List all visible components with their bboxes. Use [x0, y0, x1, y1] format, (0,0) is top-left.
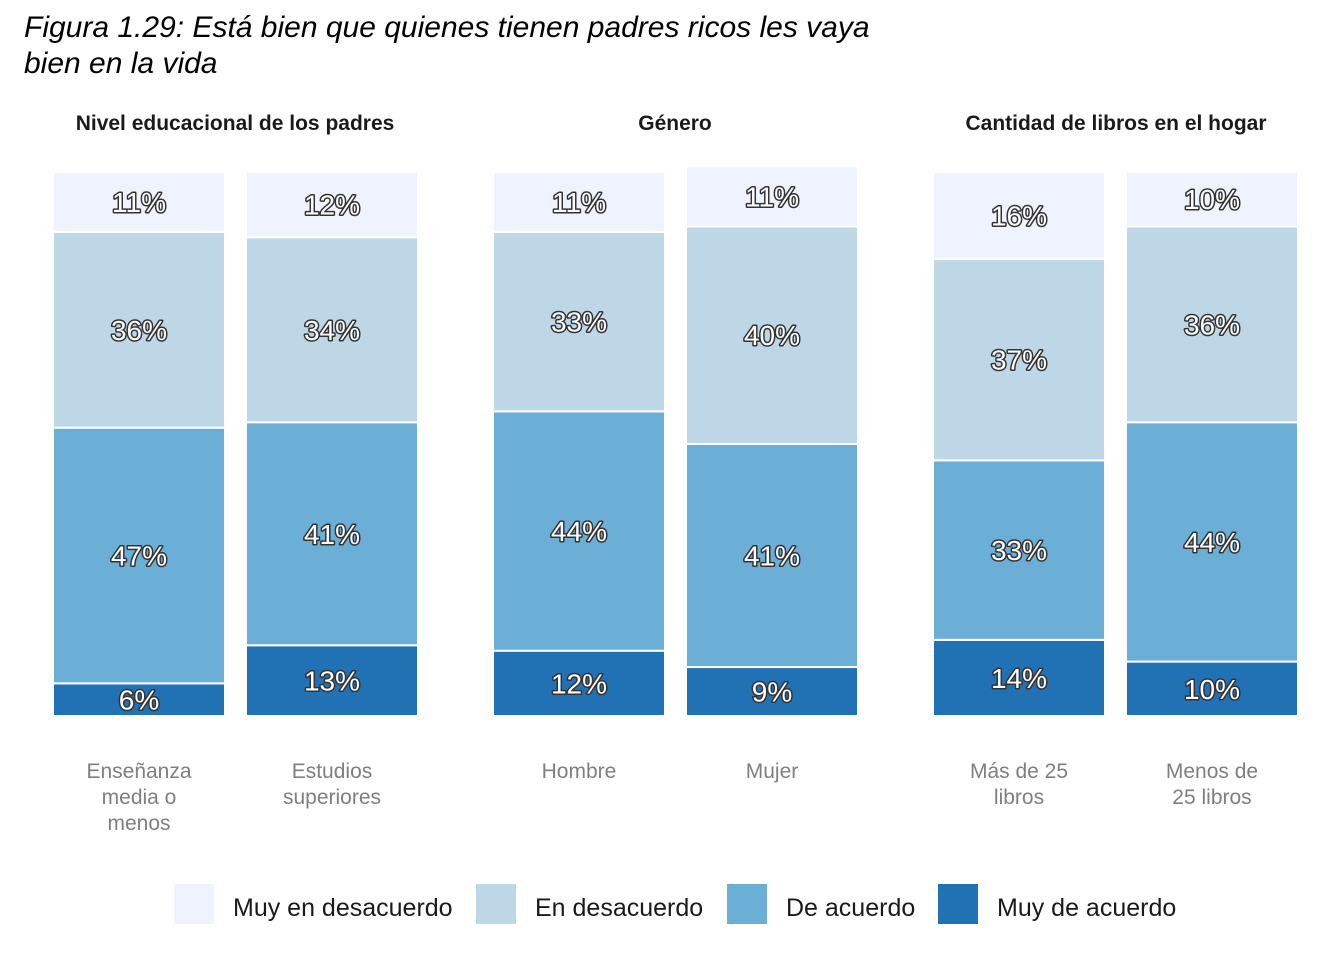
data-label: 10%	[1184, 184, 1240, 215]
bar-segment	[492, 410, 666, 652]
bar-segment	[52, 426, 226, 685]
data-label: 40%	[744, 320, 800, 351]
bar-segment	[245, 236, 419, 424]
category-label: Hombre	[542, 760, 617, 783]
data-label: 12%	[304, 190, 360, 221]
data-label: 16%	[991, 201, 1047, 232]
data-label: 36%	[111, 315, 167, 346]
facet-title: Género	[638, 112, 712, 135]
data-label: 11%	[112, 187, 166, 218]
category-label: Menos de 25 libros	[1166, 760, 1258, 809]
legend-label: Muy de acuerdo	[997, 894, 1176, 922]
legend-swatch	[727, 884, 767, 924]
data-label: 11%	[552, 187, 606, 218]
bar-segment	[932, 258, 1106, 462]
data-label: 33%	[551, 307, 607, 338]
bar-segment	[245, 171, 419, 239]
legend-swatch	[174, 884, 214, 924]
legend-swatch	[476, 884, 516, 924]
data-label: 44%	[1184, 527, 1240, 558]
data-label: 13%	[304, 666, 360, 697]
data-label: 12%	[551, 668, 607, 699]
bar-segment	[685, 165, 859, 228]
legend-label: En desacuerdo	[535, 894, 703, 922]
data-label: 10%	[1184, 674, 1240, 705]
data-label: 44%	[551, 516, 607, 547]
category-label: Mujer	[746, 760, 799, 783]
facet-title: Cantidad de libros en el hogar	[965, 112, 1266, 135]
data-label: 6%	[119, 685, 159, 716]
data-label: 37%	[991, 345, 1047, 376]
bar-segment	[492, 230, 666, 413]
legend-label: Muy en desacuerdo	[233, 894, 453, 922]
bar-segment	[52, 682, 226, 717]
bar-segment	[492, 649, 666, 717]
bar-segment	[685, 666, 859, 717]
bar-segment	[245, 421, 419, 647]
category-label: Más de 25 libros	[970, 760, 1068, 809]
bar-segment	[685, 225, 859, 445]
bar-segment	[1125, 225, 1299, 424]
data-label: 41%	[744, 541, 800, 572]
chart-title: Figura 1.29: Está bien que quienes tiene…	[24, 11, 870, 80]
legend-label: De acuerdo	[786, 894, 915, 922]
bar-segment	[932, 171, 1106, 261]
legend-swatch	[938, 884, 978, 924]
data-label: 41%	[304, 519, 360, 550]
data-label: 47%	[111, 541, 167, 572]
data-label: 14%	[991, 663, 1047, 694]
data-label: 36%	[1184, 309, 1240, 340]
bar-segment	[932, 638, 1106, 718]
bar-segment	[932, 459, 1106, 641]
bar-segment	[1125, 660, 1299, 717]
data-label: 33%	[991, 535, 1047, 566]
bar-segment	[492, 171, 666, 233]
data-label: 34%	[304, 315, 360, 346]
bar-segment	[685, 443, 859, 669]
data-label: 11%	[745, 181, 799, 212]
category-label: Estudios superiores	[283, 760, 381, 809]
category-label: Enseñanza media o menos	[86, 760, 191, 835]
bar-segment	[1125, 171, 1299, 228]
facet-title: Nivel educacional de los padres	[76, 112, 395, 135]
data-label: 9%	[752, 677, 792, 708]
bar-segment	[52, 171, 226, 233]
